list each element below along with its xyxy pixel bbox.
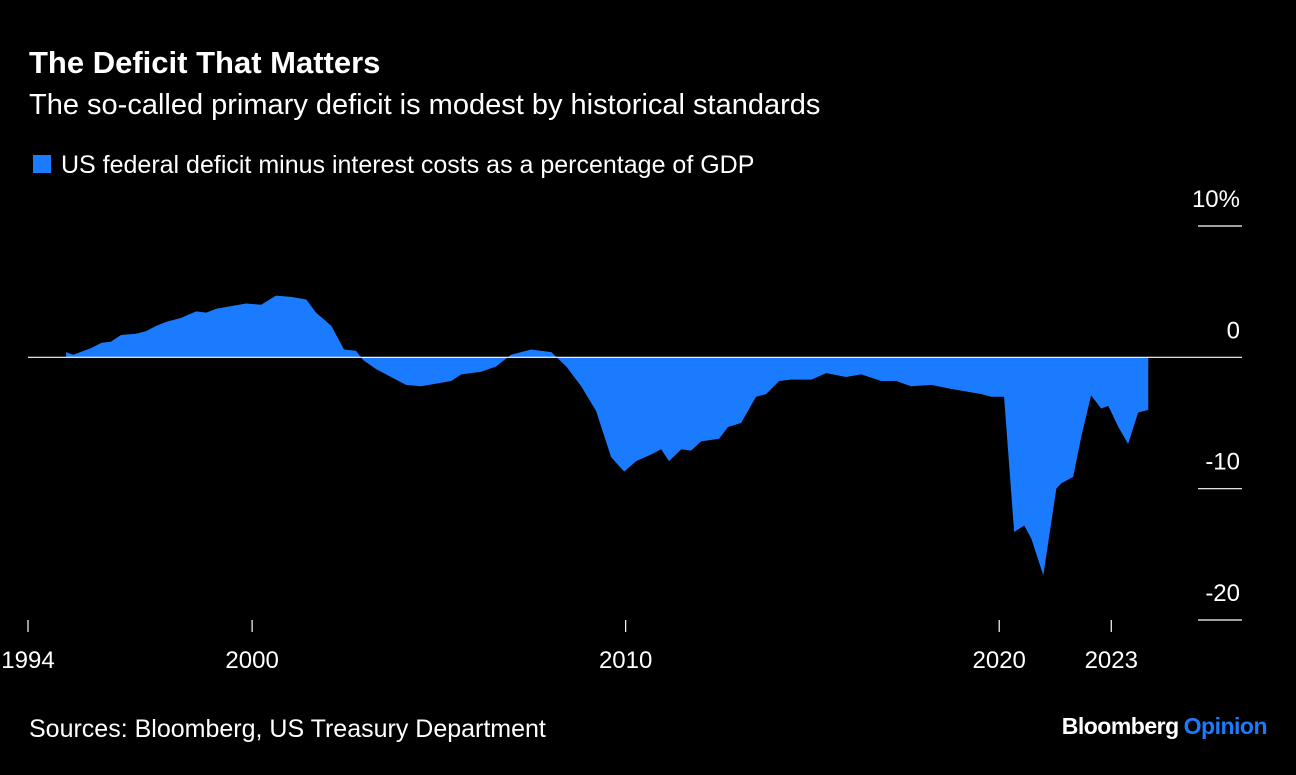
y-tick-label: 10% [1192, 186, 1240, 213]
area [66, 295, 1149, 576]
x-tick-label: 2000 [225, 647, 278, 674]
chart-title: The Deficit That Matters [29, 45, 380, 80]
x-tick-label: 2023 [1085, 647, 1138, 674]
legend-label: US federal deficit minus interest costs … [61, 151, 754, 179]
x-tick-label: 2020 [973, 647, 1026, 674]
source-note: Sources: Bloomberg, US Treasury Departme… [29, 715, 546, 743]
y-tick-label: -10 [1205, 449, 1240, 476]
legend-swatch [33, 155, 51, 173]
x-tick-label: 2010 [599, 647, 652, 674]
chart-subtitle: The so-called primary deficit is modest … [29, 89, 820, 121]
x-tick-label: 1994 [1, 647, 54, 674]
y-tick-label: -20 [1205, 580, 1240, 607]
y-tick-label: 0 [1227, 317, 1240, 344]
brand: Bloomberg Opinion [1062, 713, 1267, 739]
brand-name: Bloomberg [1062, 713, 1179, 739]
brand-section: Opinion [1184, 713, 1267, 739]
